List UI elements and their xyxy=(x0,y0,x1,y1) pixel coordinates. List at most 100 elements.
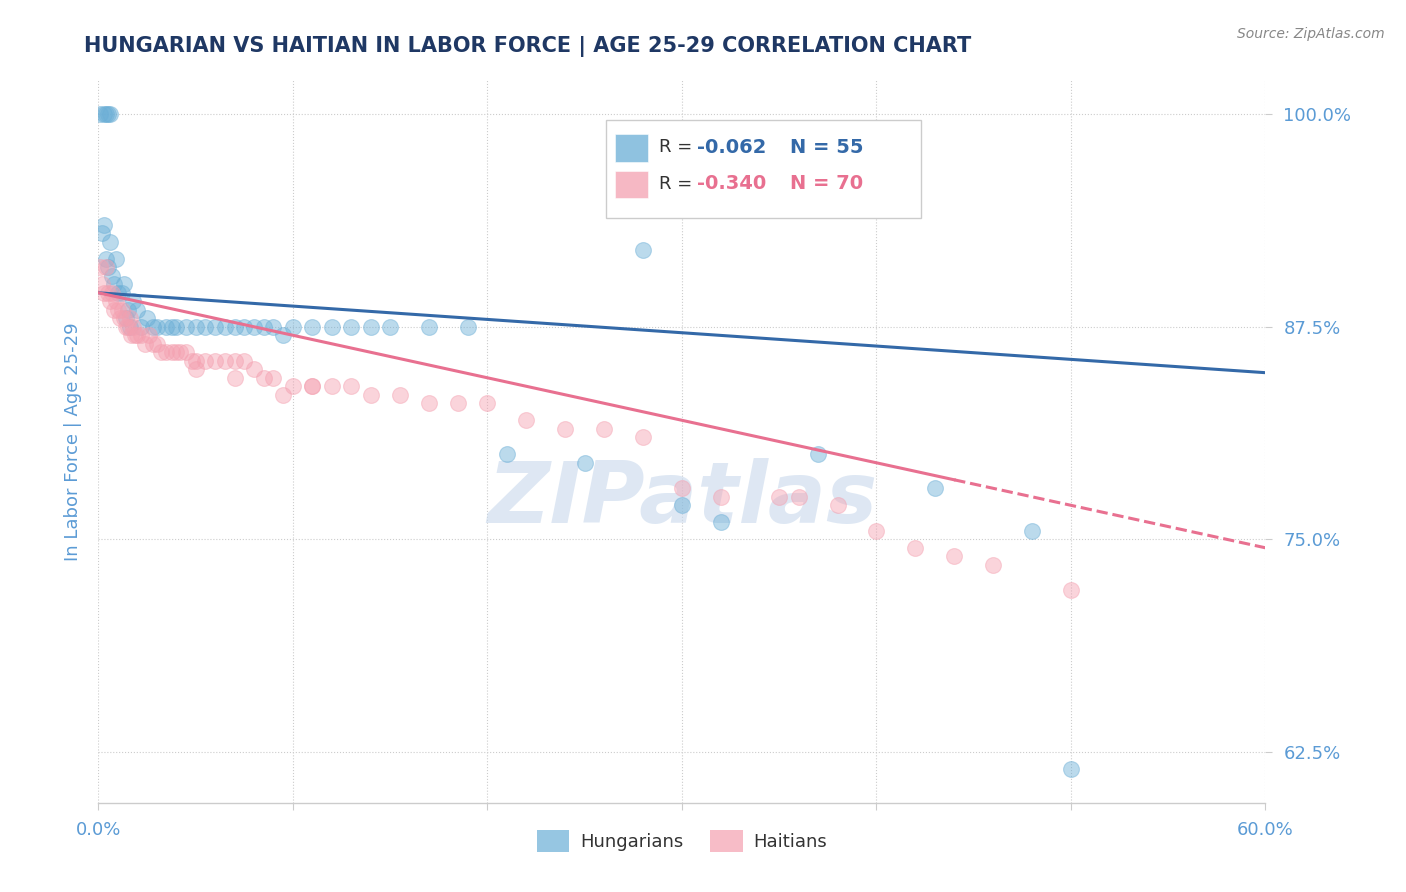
Text: HUNGARIAN VS HAITIAN IN LABOR FORCE | AGE 25-29 CORRELATION CHART: HUNGARIAN VS HAITIAN IN LABOR FORCE | AG… xyxy=(84,36,972,57)
Point xyxy=(146,336,169,351)
Point xyxy=(233,353,256,368)
Text: -0.062: -0.062 xyxy=(697,138,766,157)
Point xyxy=(98,107,121,121)
Point xyxy=(214,353,236,368)
Point xyxy=(243,362,266,376)
Point xyxy=(710,516,733,530)
Point xyxy=(114,311,136,326)
Point xyxy=(122,319,145,334)
Point xyxy=(111,302,134,317)
Point xyxy=(271,388,294,402)
Point xyxy=(107,285,129,300)
Point xyxy=(204,319,226,334)
Point xyxy=(98,294,121,309)
Point xyxy=(155,319,177,334)
Point xyxy=(418,319,440,334)
Point xyxy=(127,328,149,343)
Point xyxy=(807,447,830,461)
Point xyxy=(101,268,124,283)
Point xyxy=(112,277,135,292)
Point xyxy=(380,319,402,334)
Point xyxy=(98,235,121,249)
Point xyxy=(96,107,118,121)
Point xyxy=(136,311,159,326)
FancyBboxPatch shape xyxy=(616,170,648,198)
Point xyxy=(981,558,1004,572)
Text: ZIPatlas: ZIPatlas xyxy=(486,458,877,541)
Point xyxy=(107,302,129,317)
Point xyxy=(418,396,440,410)
Point xyxy=(129,319,152,334)
Point xyxy=(89,107,111,121)
Point xyxy=(97,285,120,300)
Point xyxy=(96,260,118,275)
Point xyxy=(360,319,382,334)
Point xyxy=(865,524,887,538)
Point xyxy=(827,498,849,512)
Point xyxy=(262,371,284,385)
Point xyxy=(515,413,537,427)
Point xyxy=(129,328,152,343)
Point xyxy=(301,319,323,334)
Point xyxy=(124,328,146,343)
Point xyxy=(340,379,363,393)
Point xyxy=(184,319,207,334)
Point xyxy=(112,311,135,326)
Point xyxy=(271,328,294,343)
Point xyxy=(103,277,125,292)
Point xyxy=(214,319,236,334)
Point xyxy=(631,430,654,444)
Point xyxy=(388,388,411,402)
Point xyxy=(155,345,177,359)
Point xyxy=(1021,524,1043,538)
Point xyxy=(943,549,966,564)
Point xyxy=(787,490,810,504)
Point xyxy=(924,481,946,495)
Point xyxy=(93,218,115,232)
Point xyxy=(162,319,184,334)
Point xyxy=(111,285,134,300)
Point xyxy=(447,396,470,410)
Point xyxy=(103,302,125,317)
Point xyxy=(169,345,191,359)
Point xyxy=(204,353,226,368)
Legend: Hungarians, Haitians: Hungarians, Haitians xyxy=(529,822,835,859)
Point xyxy=(184,353,207,368)
Text: R =: R = xyxy=(658,138,697,156)
Point xyxy=(360,388,382,402)
Point xyxy=(321,379,343,393)
Point xyxy=(281,379,304,393)
Text: -0.340: -0.340 xyxy=(697,174,766,193)
Point xyxy=(97,107,120,121)
Point xyxy=(127,302,149,317)
Point xyxy=(671,481,693,495)
Y-axis label: In Labor Force | Age 25-29: In Labor Force | Age 25-29 xyxy=(63,322,82,561)
Point xyxy=(142,319,165,334)
Point xyxy=(97,260,120,275)
Point xyxy=(118,319,141,334)
Point xyxy=(134,336,156,351)
Point xyxy=(224,353,246,368)
FancyBboxPatch shape xyxy=(606,120,921,218)
Point xyxy=(194,353,217,368)
Point xyxy=(224,371,246,385)
Point xyxy=(117,319,139,334)
Point xyxy=(165,319,187,334)
Point xyxy=(114,319,136,334)
Point xyxy=(96,252,118,266)
Point xyxy=(138,328,160,343)
Point xyxy=(174,345,197,359)
Text: R =: R = xyxy=(658,175,697,193)
Point xyxy=(301,379,323,393)
Point xyxy=(93,107,115,121)
Point xyxy=(118,311,141,326)
Point xyxy=(457,319,479,334)
Point xyxy=(301,379,323,393)
Point xyxy=(162,345,184,359)
FancyBboxPatch shape xyxy=(616,135,648,162)
Point xyxy=(281,319,304,334)
Point xyxy=(321,319,343,334)
Point xyxy=(671,498,693,512)
Point xyxy=(631,244,654,258)
Point xyxy=(91,277,114,292)
